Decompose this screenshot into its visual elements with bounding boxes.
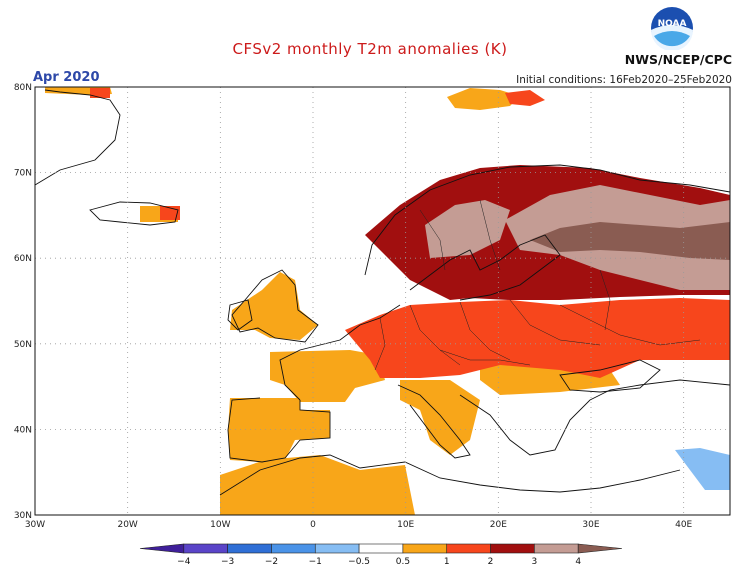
- anomaly-region-north-africa: [220, 455, 415, 515]
- colorbar-label: −1: [309, 557, 322, 567]
- latitude-label: 40N: [14, 425, 32, 435]
- anomaly-region-france: [270, 350, 385, 402]
- colorbar: −4 −3 −2 −1 −0.5 0.5 1 2 3 4: [139, 543, 623, 567]
- border-7: [599, 269, 611, 331]
- colorbar-segment: [490, 543, 535, 554]
- colorbar-segment: [358, 543, 404, 554]
- anomaly-region-greenland-cell: [90, 88, 110, 98]
- coast-continent: [279, 304, 401, 401]
- colorbar-segment: [139, 543, 185, 554]
- coast-italy: [397, 384, 471, 459]
- anomaly-region-central-europe: [345, 298, 730, 378]
- colorbar-label: 2: [488, 557, 494, 567]
- border-8: [479, 199, 501, 271]
- noaa-logo-icon: NOAA: [651, 7, 693, 50]
- latitude-labels: 30N 40N 50N 60N 70N 80N: [14, 83, 32, 521]
- colorbar-segment: [227, 543, 272, 554]
- anomaly-region-svalbard: [447, 88, 520, 110]
- coast-black-sea: [559, 359, 661, 393]
- anomaly-region-iberia: [228, 398, 330, 462]
- coast-greenland: [34, 89, 121, 186]
- anomaly-region-lightblue: [675, 448, 730, 490]
- border-5: [559, 304, 701, 346]
- colorbar-segment: [271, 543, 316, 554]
- colorbar-label: 3: [531, 557, 537, 567]
- colorbar-label: 1: [444, 557, 450, 567]
- coast-balkans: [459, 379, 731, 456]
- longitude-label: 0: [310, 520, 316, 530]
- map-frame: [34, 86, 731, 516]
- anomaly-region-brown: [530, 222, 730, 260]
- coastlines: [34, 89, 731, 496]
- colorbar-segment: [314, 543, 360, 554]
- graticule: [35, 87, 730, 515]
- coast-north-africa: [219, 454, 681, 496]
- border-9: [419, 209, 446, 271]
- colorbar-label: −4: [177, 557, 191, 567]
- colorbar-segment: [446, 543, 491, 554]
- border-6: [439, 349, 531, 366]
- longitude-label: 10E: [397, 520, 414, 530]
- agency-label: NWS/NCEP/CPC: [624, 52, 732, 67]
- latitude-label: 70N: [14, 169, 32, 179]
- latitude-label: 30N: [14, 511, 32, 521]
- latitude-label: 60N: [14, 254, 32, 264]
- initial-conditions: Initial conditions: 16Feb2020–25Feb2020: [516, 74, 732, 86]
- anomaly-region-uk: [230, 272, 318, 340]
- colorbar-label: 4: [575, 557, 581, 567]
- forecast-month: Apr 2020: [33, 70, 100, 85]
- coast-scandinavia: [364, 164, 731, 276]
- colorbar-segment: [183, 543, 228, 554]
- border-1: [374, 317, 386, 371]
- colorbar-segment: [402, 543, 448, 554]
- longitude-label: 30E: [582, 520, 599, 530]
- country-borders: [374, 199, 701, 371]
- colorbar-label: 0.5: [396, 557, 410, 567]
- logo-text: NOAA: [658, 19, 687, 29]
- border-3: [459, 301, 511, 361]
- colorbar-segment: [577, 543, 623, 554]
- map-title: CFSv2 monthly T2m anomalies (K): [232, 40, 508, 58]
- coast-baltic: [409, 234, 561, 301]
- latitude-label: 80N: [14, 83, 32, 93]
- colorbar-label: −2: [265, 557, 278, 567]
- longitude-label: 20W: [117, 520, 137, 530]
- coast-iceland: [89, 201, 179, 226]
- anomaly-shading: [45, 87, 730, 515]
- longitude-labels: 30W 20W 10W 0 10E 20E 30E 40E: [25, 520, 693, 530]
- longitude-label: 10W: [210, 520, 230, 530]
- anomaly-region-rosy-west: [425, 200, 510, 258]
- longitude-label: 40E: [675, 520, 692, 530]
- longitude-label: 30W: [25, 520, 45, 530]
- colorbar-label: −3: [221, 557, 234, 567]
- latitude-label: 50N: [14, 340, 32, 350]
- anomaly-region-svalbard-east: [505, 90, 545, 106]
- border-4: [509, 299, 601, 346]
- colorbar-segment: [534, 543, 579, 554]
- border-2: [409, 304, 461, 366]
- coast-ireland: [227, 299, 253, 331]
- longitude-label: 20E: [490, 520, 507, 530]
- coast-iberia: [227, 397, 331, 463]
- colorbar-label: −0.5: [348, 557, 370, 567]
- anomaly-region-italy: [400, 380, 480, 455]
